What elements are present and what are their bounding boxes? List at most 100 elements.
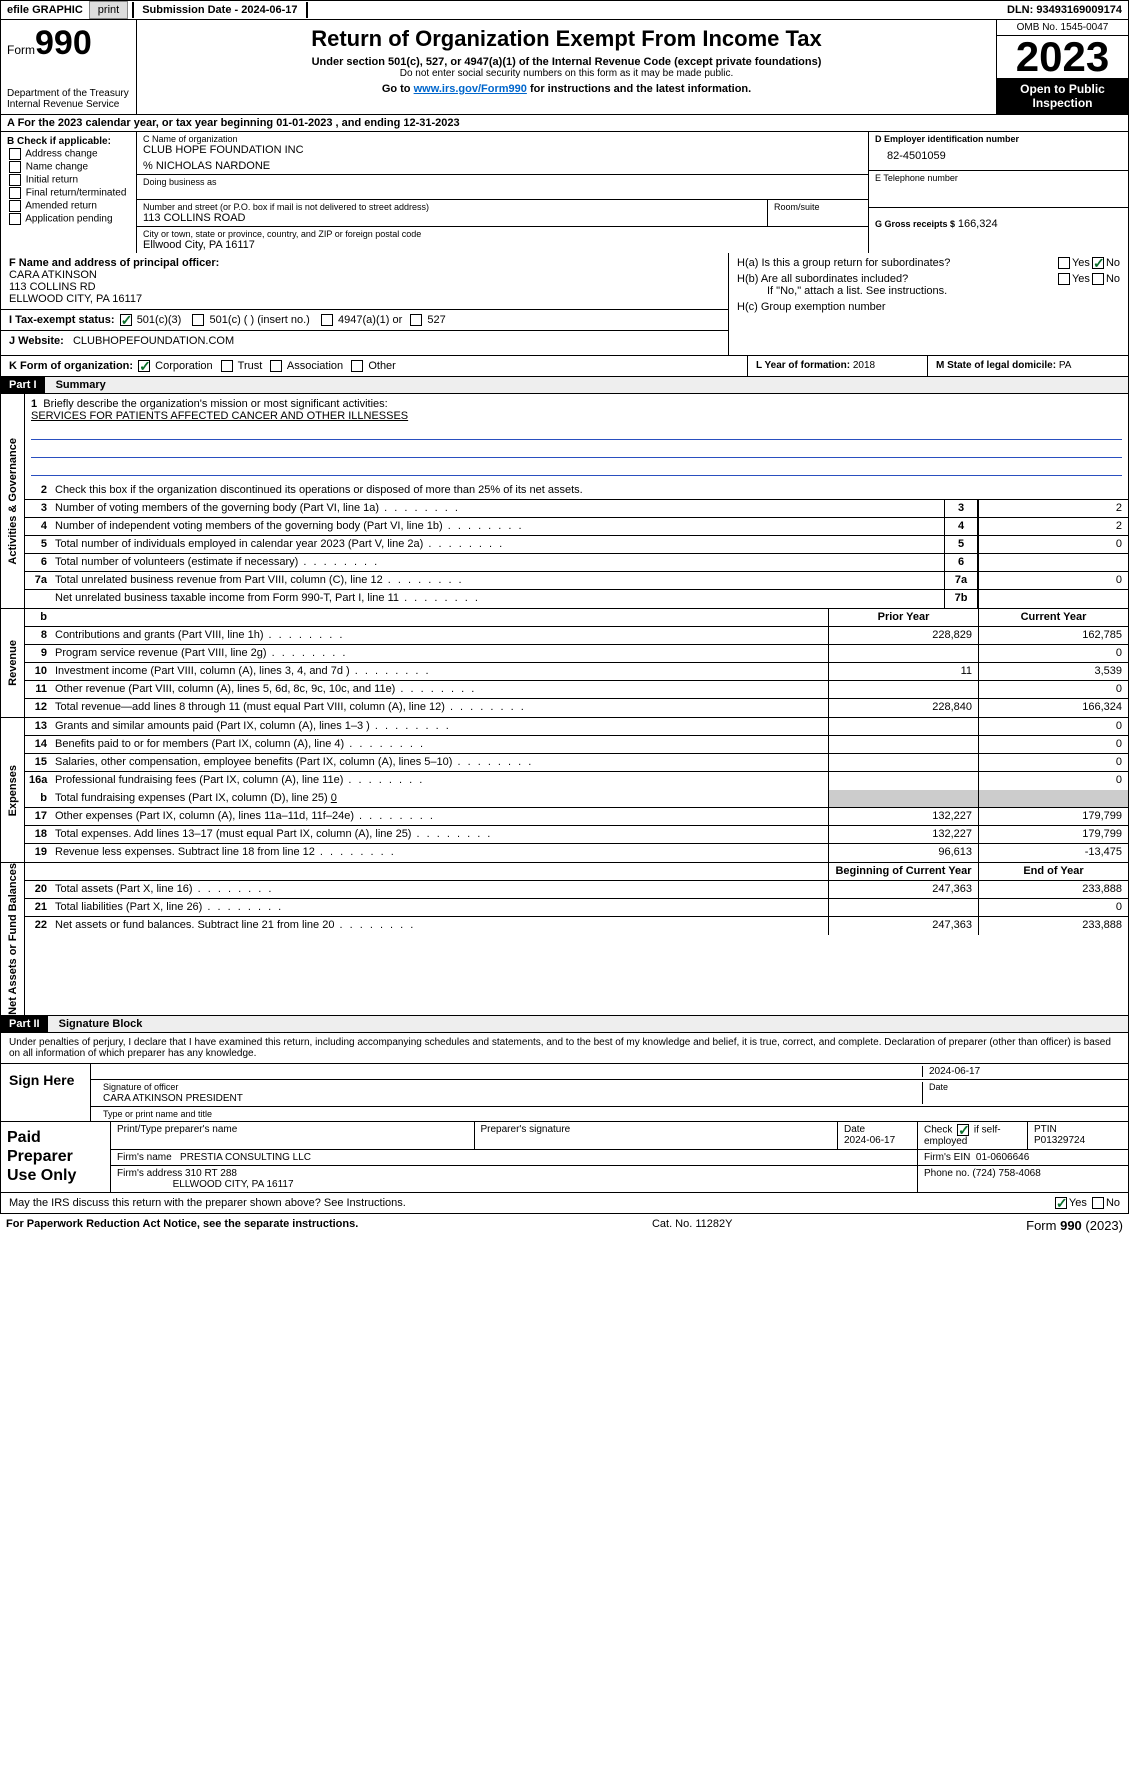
c-city: Ellwood City, PA 16117 — [143, 239, 862, 251]
paid-preparer: Paid Preparer Use Only Print/Type prepar… — [1, 1121, 1128, 1192]
firm-name-row: Firm's name PRESTIA CONSULTING LLC Firm'… — [111, 1150, 1128, 1166]
chk-501c[interactable] — [192, 314, 204, 326]
signature-block: Under penalties of perjury, I declare th… — [0, 1033, 1129, 1193]
c-city-cell: City or town, state or province, country… — [137, 227, 868, 253]
k-cell: K Form of organization: Corporation Trus… — [1, 356, 748, 376]
sign-right: 2024-06-17 Signature of officerCARA ATKI… — [91, 1064, 1128, 1121]
chk-name[interactable]: Name change — [7, 161, 130, 173]
i-lbl: I Tax-exempt status: — [9, 314, 115, 326]
begin-year-hdr: Beginning of Current Year — [828, 863, 978, 880]
firm-ein: 01-0606646 — [976, 1152, 1029, 1163]
net-hdr: Beginning of Current Year End of Year — [25, 863, 1128, 881]
d-val: 82-4501059 — [875, 144, 1122, 168]
g-cell: G Gross receipts $ 166,324 — [869, 208, 1128, 232]
subtitle-1: Under section 501(c), 527, or 4947(a)(1)… — [147, 56, 986, 68]
dln: DLN: 93493169009174 — [1007, 4, 1128, 16]
paid-lbl: Paid Preparer Use Only — [1, 1122, 111, 1192]
table-row: 10Investment income (Part VIII, column (… — [25, 663, 1128, 681]
e-lbl: E Telephone number — [875, 173, 1122, 183]
form-number: Form990 — [7, 24, 130, 63]
hb-note: If "No," attach a list. See instructions… — [737, 285, 1120, 297]
hb-no[interactable] — [1092, 273, 1104, 285]
table-row: 21Total liabilities (Part X, line 26) 0 — [25, 899, 1128, 917]
fk-left: F Name and address of principal officer:… — [1, 253, 728, 355]
table-row: 18Total expenses. Add lines 13–17 (must … — [25, 826, 1128, 844]
mission-block: 1 Briefly describe the organization's mi… — [25, 394, 1128, 482]
gov-body: 1 Briefly describe the organization's mi… — [25, 394, 1128, 608]
f-lbl: F Name and address of principal officer: — [9, 257, 720, 269]
hb-yes[interactable] — [1058, 273, 1070, 285]
c-care: % NICHOLAS NARDONE — [143, 160, 862, 172]
table-row: 8Contributions and grants (Part VIII, li… — [25, 627, 1128, 645]
chk-corp[interactable] — [138, 360, 150, 372]
block-fih: F Name and address of principal officer:… — [0, 253, 1129, 356]
goto-link[interactable]: www.irs.gov/Form990 — [414, 83, 527, 95]
tax-year: 2023 — [997, 36, 1128, 78]
c-name-lbl: C Name of organization — [143, 134, 862, 144]
shaded-cell — [828, 790, 978, 807]
col-b: B Check if applicable: Address change Na… — [1, 132, 137, 253]
c-dba-cell: Doing business as — [137, 175, 868, 200]
discuss-no[interactable] — [1092, 1197, 1104, 1209]
end-year-hdr: End of Year — [978, 863, 1128, 880]
ha-no[interactable] — [1092, 257, 1104, 269]
ha-row: H(a) Is this a group return for subordin… — [737, 257, 1120, 269]
part-ii-header: Part II Signature Block — [0, 1016, 1129, 1033]
chk-pending[interactable]: Application pending — [7, 213, 130, 225]
part-ii-title: Signature Block — [51, 1016, 151, 1032]
c-room-cell: Room/suite — [768, 200, 868, 227]
mission-line — [31, 424, 1122, 440]
f-name: CARA ATKINSON — [9, 269, 720, 281]
chk-selfemp[interactable] — [957, 1124, 969, 1136]
firm-phone: (724) 758-4068 — [972, 1168, 1040, 1179]
row-klm: K Form of organization: Corporation Trus… — [0, 356, 1129, 377]
d-cell: D Employer identification number 82-4501… — [869, 132, 1128, 171]
chk-amended[interactable]: Amended return — [7, 200, 130, 212]
sign-here-row: Sign Here 2024-06-17 Signature of office… — [1, 1064, 1128, 1121]
chk-initial[interactable]: Initial return — [7, 174, 130, 186]
c-room-lbl: Room/suite — [774, 202, 862, 212]
chk-527[interactable] — [410, 314, 422, 326]
m-cell: M State of legal domicile: PA — [928, 356, 1128, 376]
section-net: Net Assets or Fund Balances Beginning of… — [0, 863, 1129, 1016]
vlabel-net: Net Assets or Fund Balances — [1, 863, 25, 1015]
open-inspection: Open to Public Inspection — [997, 78, 1128, 114]
table-row: 7aTotal unrelated business revenue from … — [25, 572, 1128, 590]
table-row: 19Revenue less expenses. Subtract line 1… — [25, 844, 1128, 862]
table-row: 12Total revenue—add lines 8 through 11 (… — [25, 699, 1128, 717]
chk-trust[interactable] — [221, 360, 233, 372]
chk-assoc[interactable] — [270, 360, 282, 372]
c-addr-cell: Number and street (or P.O. box if mail i… — [137, 200, 768, 227]
c-name-cell: C Name of organization CLUB HOPE FOUNDAT… — [137, 132, 868, 175]
topbar: efile GRAPHIC print Submission Date - 20… — [0, 0, 1129, 20]
print-button[interactable]: print — [89, 1, 128, 19]
period-row: A For the 2023 calendar year, or tax yea… — [0, 115, 1129, 132]
d-lbl: D Employer identification number — [875, 134, 1122, 144]
part-i-header: Part I Summary — [0, 377, 1129, 394]
mission-q: Briefly describe the organization's miss… — [43, 398, 387, 410]
cat-no: Cat. No. 11282Y — [358, 1218, 1026, 1233]
chk-4947[interactable] — [321, 314, 333, 326]
j-row: J Website: CLUBHOPEFOUNDATION.COM — [1, 330, 728, 351]
discuss-row: May the IRS discuss this return with the… — [0, 1193, 1129, 1214]
chk-501c3[interactable] — [120, 314, 132, 326]
table-row: 14Benefits paid to or for members (Part … — [25, 736, 1128, 754]
hb-row: H(b) Are all subordinates included? Yes … — [737, 273, 1120, 285]
sign-here-lbl: Sign Here — [1, 1064, 91, 1121]
goto-line: Go to www.irs.gov/Form990 for instructio… — [147, 83, 986, 95]
form-word: Form — [7, 43, 35, 57]
table-row: Net unrelated business taxable income fr… — [25, 590, 1128, 608]
part-i-title: Summary — [48, 377, 114, 393]
chk-final[interactable]: Final return/terminated — [7, 187, 130, 199]
ha-yes[interactable] — [1058, 257, 1070, 269]
mission-line — [31, 442, 1122, 458]
table-row: 3Number of voting members of the governi… — [25, 500, 1128, 518]
table-row: 4Number of independent voting members of… — [25, 518, 1128, 536]
table-row: 6Total number of volunteers (estimate if… — [25, 554, 1128, 572]
discuss-yes[interactable] — [1055, 1197, 1067, 1209]
f-addr2: ELLWOOD CITY, PA 16117 — [9, 293, 720, 305]
subtitle-2: Do not enter social security numbers on … — [147, 68, 986, 79]
chk-address[interactable]: Address change — [7, 148, 130, 160]
table-row: 11Other revenue (Part VIII, column (A), … — [25, 681, 1128, 699]
chk-other[interactable] — [351, 360, 363, 372]
